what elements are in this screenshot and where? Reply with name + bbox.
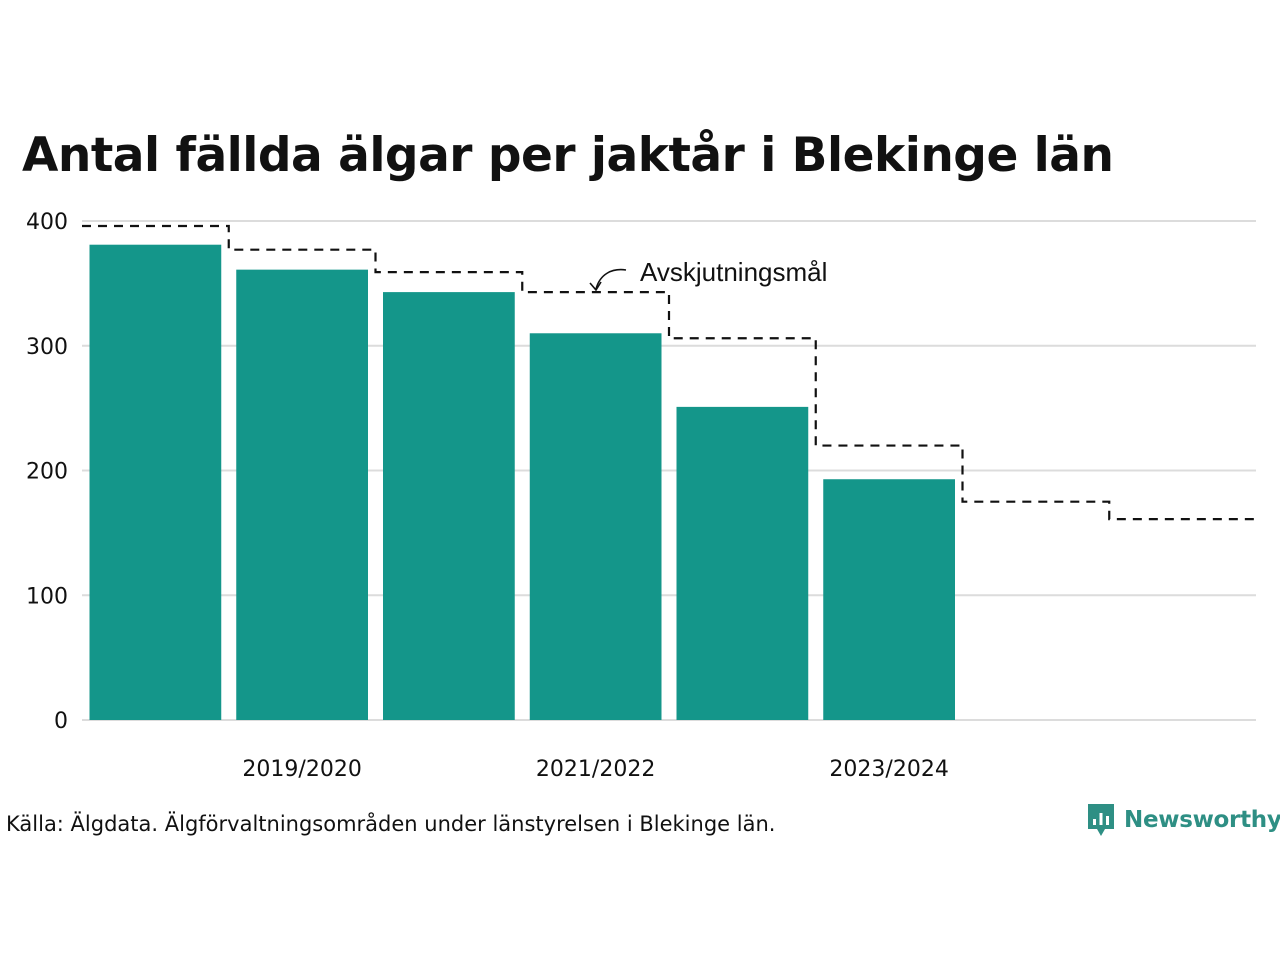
target-line bbox=[82, 224, 1256, 521]
bar-2019-2020 bbox=[236, 269, 368, 720]
x-axis: 2019/2020 2021/2022 2023/2024 bbox=[242, 757, 948, 782]
bar-chart: 0 100 200 300 400 2019/2020 2021/2022 2023/202… bbox=[26, 210, 1256, 782]
brand-name: Newsworthy bbox=[1124, 807, 1280, 833]
source-note: Källa: Älgdata. Älgförvaltningsområden u… bbox=[6, 812, 776, 836]
x-tick-label: 2021/2022 bbox=[536, 757, 655, 782]
y-tick-label: 300 bbox=[26, 335, 68, 360]
y-axis: 0 100 200 300 400 bbox=[26, 210, 68, 734]
bar-2023-2024 bbox=[823, 479, 955, 720]
annotation-arrow bbox=[595, 268, 627, 290]
chart-title: Antal fällda älgar per jaktår i Blekinge… bbox=[22, 128, 1114, 183]
y-tick-label: 200 bbox=[26, 460, 68, 485]
annotation-arrowhead bbox=[589, 281, 602, 292]
bar-2021-2022 bbox=[529, 333, 662, 720]
x-tick-label: 2019/2020 bbox=[242, 757, 361, 782]
bars bbox=[89, 244, 955, 720]
bar-2018-2019 bbox=[89, 244, 222, 720]
annotation-label: Avskjutningsmål bbox=[640, 257, 827, 287]
y-tick-label: 0 bbox=[54, 709, 68, 734]
x-tick-label: 2023/2024 bbox=[829, 757, 948, 782]
y-tick-label: 400 bbox=[26, 210, 68, 235]
target-step-line bbox=[82, 224, 1256, 521]
brand-logo: Newsworthy bbox=[1086, 802, 1280, 838]
y-tick-label: 100 bbox=[26, 584, 68, 609]
annotation-avskjutningsmal: Avskjutningsmål bbox=[589, 257, 827, 292]
bar-2022-2023 bbox=[676, 406, 809, 720]
bar-2020-2021 bbox=[383, 292, 515, 720]
newsworthy-logo-icon bbox=[1088, 804, 1114, 836]
